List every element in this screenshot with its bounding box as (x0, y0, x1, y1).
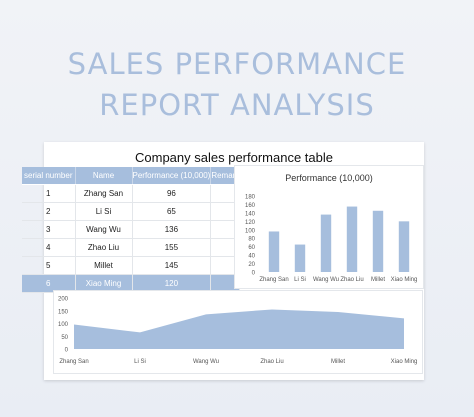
cell-serial[interactable]: 2 (22, 202, 76, 221)
bar-y-tick-label: 120 (245, 220, 256, 226)
bar-x-tick-label: Xiao Ming (391, 277, 418, 283)
area-chart-panel[interactable]: 0 50 100 150 200 Zhang San Li Si Wang Wu Zhao L… (53, 290, 423, 374)
cell-name[interactable]: Xiao Ming (75, 274, 133, 293)
area-x-tick-label: Wang Wu (193, 359, 219, 365)
bar-y-tick-label: 60 (248, 245, 255, 251)
bar-y-tick-label: 100 (245, 228, 256, 234)
cell-performance[interactable]: 96 (132, 184, 212, 203)
report-title: SALES PERFORMANCE REPORT ANALYSIS (0, 44, 474, 126)
cell-serial[interactable]: 6 (22, 274, 76, 293)
bar-y-tick-label: 180 (245, 195, 256, 201)
bar-series (268, 206, 410, 272)
area-y-tick-label: 0 (65, 348, 69, 354)
cell-name[interactable]: Zhang San (75, 184, 133, 203)
cell-serial[interactable]: 4 (22, 238, 76, 257)
cell-name[interactable]: Li Si (75, 202, 133, 221)
header-serial[interactable]: serial number (22, 167, 76, 185)
bar-y-tick-label: 0 (252, 271, 256, 277)
bar-mark[interactable] (320, 214, 332, 272)
table-title: Company sales performance table (135, 150, 333, 165)
bar-y-tick-label: 80 (248, 237, 255, 243)
cell-performance[interactable]: 65 (132, 202, 212, 221)
table-row: 1 Zhang San 96 (22, 184, 241, 203)
table-title-wrap: Company sales performance table (44, 149, 424, 167)
area-x-tick-label: Xiao Ming (391, 359, 418, 365)
table-row-selected: 6 Xiao Ming 120 (22, 274, 241, 293)
area-y-tick-label: 100 (58, 322, 69, 328)
bar-x-tick-label: Wang Wu (313, 277, 339, 283)
bar-x-tick-label: Li Si (294, 277, 306, 283)
area-x-tick-label: Zhang San (59, 359, 88, 365)
table-row: 3 Wang Wu 136 (22, 220, 241, 239)
table-row: 2 Li Si 65 (22, 202, 241, 221)
area-y-tick-label: 150 (58, 309, 69, 315)
area-x-tick-label: Li Si (134, 359, 146, 365)
area-y-axis: 0 50 100 150 200 (58, 297, 69, 354)
bar-x-tick-label: Zhao Liu (340, 277, 363, 283)
cell-performance[interactable]: 120 (132, 274, 212, 293)
bar-y-tick-label: 20 (248, 262, 255, 268)
bar-y-tick-label: 40 (248, 254, 255, 260)
bar-x-axis: Zhang San Li Si Wang Wu Zhao Liu Millet Xiao … (259, 277, 417, 283)
title-line-1: SALES PERFORMANCE (67, 47, 407, 81)
area-chart: 0 50 100 150 200 Zhang San Li Si Wang Wu Zhao L… (58, 297, 417, 366)
bar-x-tick-label: Millet (371, 277, 385, 283)
area-y-tick-label: 200 (58, 297, 69, 303)
header-name[interactable]: Name (75, 167, 133, 185)
table-row: 4 Zhao Liu 155 (22, 238, 241, 257)
cell-performance[interactable]: 145 (132, 256, 212, 275)
title-line-2: REPORT ANALYSIS (99, 88, 375, 122)
area-series (74, 309, 404, 349)
cell-name[interactable]: Wang Wu (75, 220, 133, 239)
area-x-axis: Zhang San Li Si Wang Wu Zhao Liu Millet Xiao … (59, 359, 417, 365)
header-remark[interactable]: Remark (210, 167, 241, 185)
bar-y-tick-label: 140 (245, 211, 256, 217)
cell-serial[interactable]: 5 (22, 256, 76, 275)
bar-mark[interactable] (372, 210, 384, 272)
cell-performance[interactable]: 136 (132, 220, 212, 239)
area-x-tick-label: Millet (331, 359, 345, 365)
cell-name[interactable]: Zhao Liu (75, 238, 133, 257)
header-performance[interactable]: Performance (10,000) (132, 167, 212, 185)
bar-y-tick-label: 160 (245, 203, 256, 209)
cell-serial[interactable]: 3 (22, 220, 76, 239)
area-series-fill[interactable] (74, 309, 404, 349)
cell-performance[interactable]: 155 (132, 238, 212, 257)
bar-mark[interactable] (398, 221, 410, 272)
bar-chart-panel[interactable]: Performance (10,000) 0 20 40 60 80 100 120 140 1… (234, 165, 424, 289)
bar-mark[interactable] (268, 231, 280, 272)
bar-mark[interactable] (346, 206, 358, 272)
bar-chart: Performance (10,000) 0 20 40 60 80 100 120 140 1… (245, 173, 417, 283)
area-y-tick-label: 50 (61, 335, 68, 341)
performance-table: serial number Name Performance (10,000) … (22, 167, 241, 293)
cell-remark[interactable] (210, 274, 241, 293)
area-x-tick-label: Zhao Liu (260, 359, 283, 365)
bar-mark[interactable] (294, 244, 306, 272)
cell-serial[interactable]: 1 (22, 184, 76, 203)
bar-x-tick-label: Zhang San (259, 277, 288, 283)
table-header-row: serial number Name Performance (10,000) … (22, 167, 241, 185)
cell-name[interactable]: Millet (75, 256, 133, 275)
table-row: 5 Millet 145 (22, 256, 241, 275)
bar-y-axis: 0 20 40 60 80 100 120 140 160 180 (245, 195, 256, 277)
bar-chart-title: Performance (10,000) (285, 173, 373, 183)
